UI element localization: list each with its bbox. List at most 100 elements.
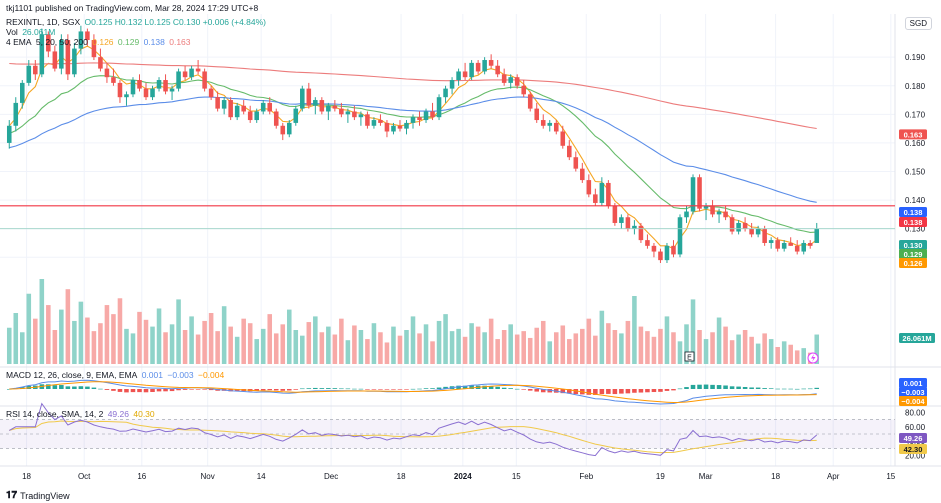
candle-body xyxy=(755,228,761,235)
candle-body xyxy=(475,62,481,72)
candle-body xyxy=(33,65,38,75)
volume-bar xyxy=(534,327,540,364)
candle-body xyxy=(749,228,754,235)
candle-body xyxy=(443,88,448,98)
volume-bar xyxy=(671,332,676,364)
price-badge xyxy=(899,240,927,250)
volume-bar xyxy=(59,309,64,364)
candle-body xyxy=(339,108,344,115)
candle-body xyxy=(332,105,338,109)
candle-body xyxy=(664,245,670,261)
volume-bar xyxy=(46,305,51,364)
volume-bars xyxy=(6,279,820,364)
macd-histogram-bar xyxy=(703,384,709,389)
macd-histogram-bar xyxy=(143,389,149,393)
candle-body xyxy=(273,111,279,126)
price-badge-label: 0.138 xyxy=(904,218,923,227)
candle-body xyxy=(482,60,487,72)
candle-body xyxy=(397,125,403,129)
candle-body xyxy=(495,65,500,75)
volume-bar xyxy=(475,326,481,364)
candle-body xyxy=(293,108,299,123)
volume-bar xyxy=(508,324,513,364)
volume-bar xyxy=(736,334,741,364)
macd-badge xyxy=(899,387,927,397)
macd-histogram-bar xyxy=(677,388,683,390)
candle-body xyxy=(423,111,429,121)
earnings-e-glyph: E xyxy=(687,355,692,362)
footer-brand-text: TradingView xyxy=(20,490,70,501)
macd-histogram-bar xyxy=(742,386,748,389)
rsi-tick-label: 60.00 xyxy=(905,423,926,432)
price-badge-label: 0.126 xyxy=(904,259,923,268)
volume-bar xyxy=(625,320,631,364)
volume-bar xyxy=(169,324,175,364)
volume-bar xyxy=(690,299,696,364)
candle-body xyxy=(104,68,110,78)
time-tick-label: 18 xyxy=(397,472,406,481)
macd-histogram-bar xyxy=(137,389,142,393)
candle-body xyxy=(723,211,728,218)
macd-histogram-bar xyxy=(658,389,663,392)
macd-histogram-bar xyxy=(436,387,442,389)
candle-body xyxy=(163,80,168,92)
candle-body xyxy=(801,242,806,252)
macd-pane: 0.001−0.003−0.004 xyxy=(6,378,927,406)
rsi-ma-line xyxy=(9,420,817,454)
candle-body xyxy=(65,40,71,75)
macd-histogram-bar xyxy=(104,389,110,390)
volume-bar xyxy=(482,332,487,364)
candle-body xyxy=(326,105,331,112)
price-tick-label: 0.150 xyxy=(905,168,926,177)
rsi-legend[interactable]: RSI 14, close, SMA, 14, 2 49.26 40.30 xyxy=(6,409,157,419)
symbol-legend[interactable]: REXINTL, 1D, SGX O0.125 H0.132 L0.125 C0… xyxy=(6,17,268,27)
volume-bar xyxy=(521,331,526,364)
macd-histogram-bar xyxy=(762,388,767,389)
volume-bar xyxy=(729,340,735,364)
candle-body xyxy=(527,94,533,109)
volume-bar xyxy=(430,341,435,364)
ema200-value: 0.163 xyxy=(169,37,191,47)
price-badge xyxy=(899,249,927,259)
volume-bar xyxy=(300,335,305,364)
volume-legend[interactable]: Vol 26.061M xyxy=(6,27,57,37)
volume-bar xyxy=(814,334,820,364)
macd-histogram-bar xyxy=(814,387,820,389)
macd-value: 0.001 xyxy=(141,370,163,380)
ema-legend[interactable]: 4 EMA 5, 20, 50, 200 0.126 0.129 0.138 0… xyxy=(6,37,193,47)
volume-bar xyxy=(794,350,800,364)
currency-badge[interactable]: SGD xyxy=(904,17,932,30)
macd-histogram-bar xyxy=(267,389,273,391)
price-tick-label: 0.140 xyxy=(905,196,926,205)
price-tick-label: 0.160 xyxy=(905,139,926,148)
macd-histogram-bar xyxy=(254,389,259,391)
macd-histogram-bar xyxy=(98,388,103,390)
macd-histogram-bar xyxy=(501,387,507,389)
volume-bar xyxy=(723,326,728,364)
ema-params: 5, 20, 50, 200 xyxy=(35,37,88,47)
macd-legend[interactable]: MACD 12, 26, close, 9, EMA, EMA 0.001 −0… xyxy=(6,370,226,380)
price-badge xyxy=(899,217,927,227)
rsi-line xyxy=(9,402,818,457)
macd-histogram-bar xyxy=(65,386,71,389)
symbol-name[interactable]: REXINTL, 1D, SGX xyxy=(6,17,81,27)
macd-histogram-bar xyxy=(384,389,390,390)
macd-histogram-bar xyxy=(716,385,722,389)
price-badge-label: 0.130 xyxy=(904,241,923,250)
macd-badge xyxy=(899,396,927,406)
volume-bar xyxy=(573,333,579,364)
candle-body xyxy=(684,211,689,218)
macd-histogram-bar xyxy=(293,389,299,390)
volume-bar xyxy=(293,330,299,364)
candle-body xyxy=(508,77,513,83)
volume-bar xyxy=(762,333,767,364)
volume-bar xyxy=(527,337,533,364)
macd-histogram-bar xyxy=(527,389,533,391)
candle-body xyxy=(449,80,455,89)
macd-histogram-bar xyxy=(567,389,572,394)
volume-bar xyxy=(567,339,572,364)
macd-histogram-bar xyxy=(599,389,605,395)
volume-bar xyxy=(156,308,162,364)
candle-body xyxy=(521,85,526,95)
